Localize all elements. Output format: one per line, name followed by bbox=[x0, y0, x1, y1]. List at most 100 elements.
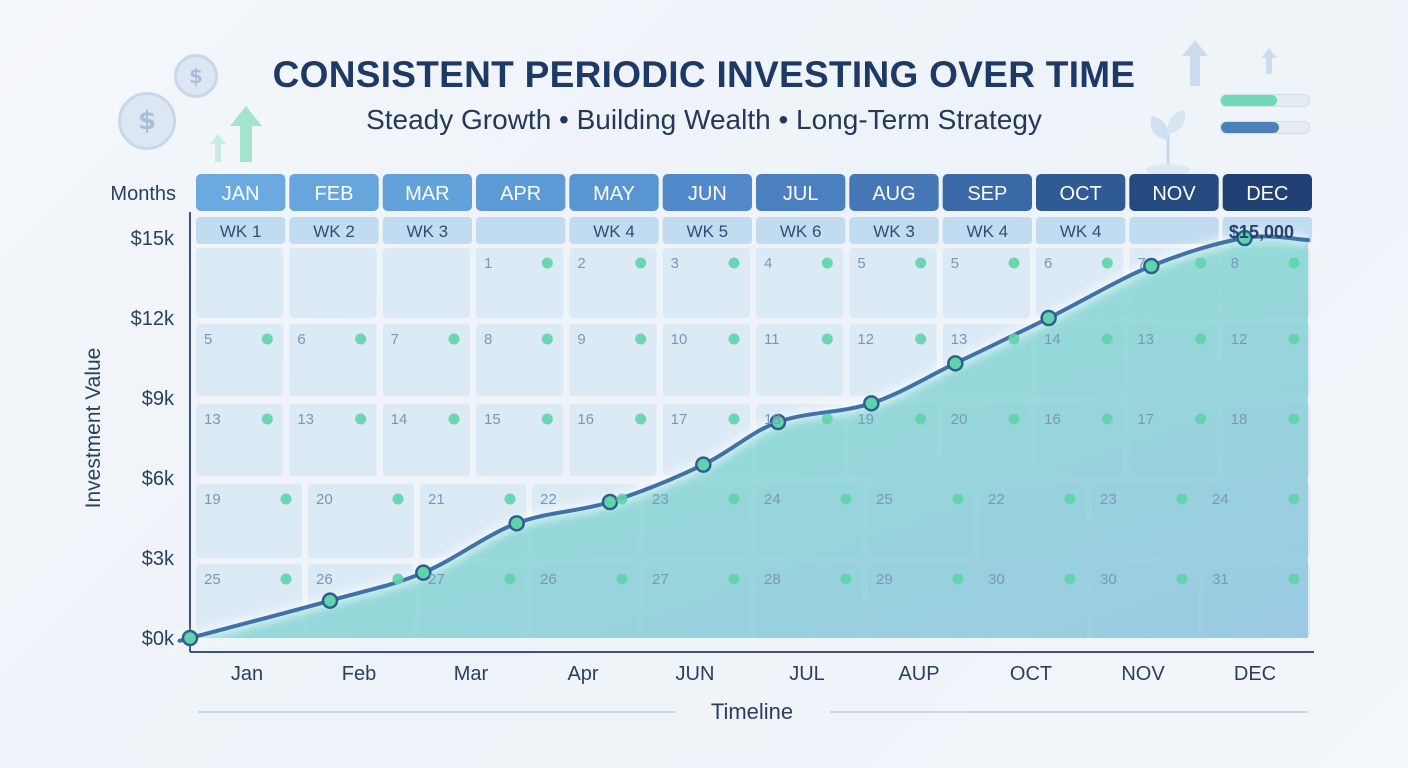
calendar-day-number: 26 bbox=[316, 571, 333, 588]
calendar-day-dot bbox=[504, 573, 516, 585]
month-header-cell bbox=[569, 174, 659, 211]
calendar-day-dot bbox=[355, 413, 367, 425]
week-cell bbox=[196, 217, 286, 244]
calendar-day-cell bbox=[308, 484, 414, 558]
chart-subtitle: Steady Growth • Building Wealth • Long-T… bbox=[366, 104, 1042, 135]
calendar-day-dot bbox=[541, 333, 553, 345]
month-header-cell bbox=[849, 174, 939, 211]
week-cell bbox=[1129, 217, 1219, 244]
calendar-day-dot bbox=[1195, 257, 1207, 269]
calendar-day-dot bbox=[1008, 257, 1020, 269]
month-header-label: JAN bbox=[222, 183, 260, 205]
calendar-day-cell bbox=[382, 248, 470, 318]
calendar-day-dot bbox=[261, 333, 273, 345]
calendar-day-number: 20 bbox=[316, 491, 333, 508]
week-cell bbox=[662, 217, 752, 244]
calendar-day-number: 3 bbox=[671, 255, 679, 272]
week-label: WK 5 bbox=[687, 222, 729, 241]
calendar-day-number: 16 bbox=[577, 411, 594, 428]
calendar-day-dot bbox=[635, 333, 647, 345]
week-label: WK 2 bbox=[313, 222, 355, 241]
calendar-day-number: 15 bbox=[484, 411, 501, 428]
month-header-cell bbox=[1222, 174, 1312, 211]
calendar-day-number: 19 bbox=[857, 411, 874, 428]
month-header-cell bbox=[476, 174, 566, 211]
months-row-label: Months bbox=[110, 183, 176, 205]
week-cell bbox=[942, 217, 1032, 244]
calendar-day-number: 22 bbox=[988, 491, 1005, 508]
calendar-day-dot bbox=[635, 257, 647, 269]
calendar-day-number: 13 bbox=[1137, 331, 1154, 348]
calendar-day-dot bbox=[392, 573, 404, 585]
calendar-day-dot bbox=[541, 257, 553, 269]
week-cell bbox=[382, 217, 472, 244]
month-header-cell bbox=[756, 174, 846, 211]
calendar-day-number: 4 bbox=[764, 255, 772, 272]
calendar-day-dot bbox=[728, 333, 740, 345]
data-point bbox=[508, 515, 525, 532]
calendar-day-number: 1 bbox=[484, 255, 492, 272]
calendar-day-number: 24 bbox=[764, 491, 781, 508]
calendar-day-number: 18 bbox=[1231, 411, 1248, 428]
calendar-day-number: 12 bbox=[1231, 331, 1248, 348]
calendar-day-number: 30 bbox=[1100, 571, 1117, 588]
data-point bbox=[863, 395, 880, 412]
calendar-day-number: 10 bbox=[671, 331, 688, 348]
calendar-day-number: 6 bbox=[297, 331, 305, 348]
calendar-day-dot bbox=[821, 257, 833, 269]
calendar-day-dot bbox=[821, 333, 833, 345]
calendar-day-dot bbox=[635, 413, 647, 425]
calendar-day-number: 20 bbox=[951, 411, 968, 428]
calendar-day-cell bbox=[942, 248, 1030, 318]
calendar-day-number: 13 bbox=[951, 331, 968, 348]
calendar-day-number: 19 bbox=[204, 491, 221, 508]
calendar-day-dot bbox=[952, 493, 964, 505]
x-tick-label: Jan bbox=[231, 663, 263, 685]
growth-arrow-icon bbox=[1182, 40, 1277, 86]
calendar-day-dot bbox=[915, 257, 927, 269]
calendar-day-dot bbox=[915, 333, 927, 345]
calendar-day-number: 14 bbox=[391, 411, 408, 428]
calendar-day-cell bbox=[849, 248, 937, 318]
calendar-day-dot bbox=[728, 413, 740, 425]
calendar-day-dot bbox=[1288, 333, 1300, 345]
month-header-cell bbox=[289, 174, 379, 211]
calendar-day-dot bbox=[616, 573, 628, 585]
week-label: WK 6 bbox=[780, 222, 822, 241]
week-cell bbox=[849, 217, 939, 244]
calendar-day-number: 22 bbox=[540, 491, 557, 508]
calendar-day-number: 25 bbox=[876, 491, 893, 508]
calendar-day-number: 14 bbox=[1044, 331, 1061, 348]
calendar-day-number: 26 bbox=[540, 571, 557, 588]
y-tick-label: $15k bbox=[131, 228, 175, 250]
calendar-day-number: 7 bbox=[391, 331, 399, 348]
calendar-day-dot bbox=[1288, 493, 1300, 505]
x-tick-label: DEC bbox=[1234, 663, 1276, 685]
calendar-day-cell bbox=[196, 324, 284, 396]
data-point bbox=[769, 413, 787, 431]
calendar-day-dot bbox=[1176, 573, 1188, 585]
calendar-day-dot bbox=[1008, 333, 1020, 345]
month-header-label: DEC bbox=[1246, 183, 1288, 205]
growth-area bbox=[179, 236, 1308, 641]
week-cell bbox=[756, 217, 846, 244]
calendar-day-number: 21 bbox=[428, 491, 445, 508]
month-header-label: OCT bbox=[1060, 183, 1102, 205]
data-point bbox=[321, 592, 339, 609]
week-label: WK 4 bbox=[967, 222, 1009, 241]
month-header-label: JUN bbox=[688, 183, 727, 205]
calendar-day-dot bbox=[915, 413, 927, 425]
dollar-coin-icon: $ bbox=[118, 92, 176, 150]
calendar-day-number: 11 bbox=[764, 331, 780, 348]
calendar-day-dot bbox=[1008, 413, 1020, 425]
week-cell bbox=[569, 217, 659, 244]
x-tick-label: Apr bbox=[567, 663, 598, 685]
calendar-day-dot bbox=[448, 413, 460, 425]
x-tick-label: NOV bbox=[1121, 663, 1165, 685]
month-header-cell bbox=[196, 174, 286, 211]
calendar-day-dot bbox=[1195, 333, 1207, 345]
month-header-cell bbox=[382, 174, 472, 211]
calendar-day-dot bbox=[728, 573, 740, 585]
calendar-day-dot bbox=[392, 493, 404, 505]
calendar-day-cell bbox=[569, 324, 657, 396]
